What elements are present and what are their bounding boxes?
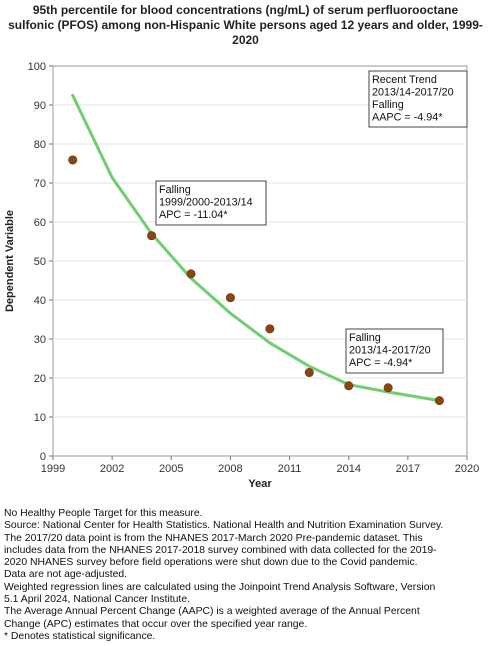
trend-line xyxy=(71,93,441,403)
footnote-line: Weighted regression lines are calculated… xyxy=(4,581,436,593)
data-point xyxy=(383,383,393,393)
x-tick-label: 2014 xyxy=(336,463,360,475)
data-point xyxy=(186,269,196,279)
y-tick-label: 30 xyxy=(34,334,46,346)
chart-title: 95th percentile for blood concentrations… xyxy=(0,3,491,48)
annotation-border xyxy=(155,180,267,226)
data-point xyxy=(304,368,314,378)
x-tick-label: 2011 xyxy=(278,463,302,475)
annotation-text: 2013/14-2017/20 xyxy=(372,87,454,99)
footnote-line: 2020 NHANES survey before field operatio… xyxy=(4,557,418,569)
x-tick-label: 2005 xyxy=(159,463,183,475)
footnotes: No Healthy People Target for this measur… xyxy=(4,508,488,643)
y-tick-label: 60 xyxy=(34,217,46,229)
y-tick-label: 90 xyxy=(34,100,46,112)
x-tick-label: 1999 xyxy=(41,463,65,475)
footnote-line: The Average Annual Percent Change (AAPC)… xyxy=(4,606,420,618)
data-point xyxy=(434,396,444,406)
annotation-text: 2013/14-2017/20 xyxy=(349,345,431,357)
footnote-line: No Healthy People Target for this measur… xyxy=(4,508,203,519)
annotation-text: Falling xyxy=(349,332,381,344)
axes: 0 10 20 30 40 50 60 70 80 90 100 1999 2002 2005 2008 20… xyxy=(28,61,480,475)
annotation-text: APC = -11.04* xyxy=(159,209,228,221)
x-tick-label: 2020 xyxy=(455,463,479,475)
data-point xyxy=(68,155,78,165)
annotation-text: AAPC = -4.94* xyxy=(372,112,443,124)
footnote-line: The 2017/20 data point is from the NHANE… xyxy=(4,532,423,544)
footnote-line: Data are not age-adjusted. xyxy=(4,569,128,581)
x-tick-label: 2008 xyxy=(218,463,242,475)
footnote-line: includes data from the NHANES 2017-2018 … xyxy=(4,544,437,556)
y-tick-label: 10 xyxy=(34,412,46,424)
data-point xyxy=(147,231,157,241)
footnote-line: Source: National Center for Health Stati… xyxy=(4,520,444,532)
data-point xyxy=(265,324,275,334)
y-tick-label: 70 xyxy=(34,178,46,190)
trend-lines xyxy=(71,93,441,403)
x-tick-label: 2002 xyxy=(100,463,124,475)
annotation-border xyxy=(368,70,468,128)
chart-title-line: sulfonic (PFOS) among non-Hispanic White… xyxy=(8,18,483,32)
footnote-line: 5.1 April 2024, National Cancer Institut… xyxy=(4,594,190,606)
y-tick-label: 100 xyxy=(28,61,46,73)
annotation-border xyxy=(345,328,444,374)
chart-title-line: 95th percentile for blood concentrations… xyxy=(32,3,459,17)
y-tick-label: 50 xyxy=(34,256,46,268)
data-point xyxy=(225,293,235,303)
x-axis-label: Year xyxy=(248,478,272,490)
annotation-text: 1999/2000-2013/14 xyxy=(159,197,253,209)
footnote-line: * Denotes statistical significance. xyxy=(4,630,156,642)
y-tick-label: 20 xyxy=(34,373,46,385)
y-tick-label: 0 xyxy=(40,451,46,463)
chart-title-line: 2020 xyxy=(232,33,259,47)
annotation-text: Falling xyxy=(372,99,404,111)
footnote-line: Change (APC) estimates that occur over t… xyxy=(4,618,308,630)
chart: 0 10 20 30 40 50 60 70 80 90 100 1999 2002 2005 2008 20… xyxy=(4,61,480,490)
annotation-text: APC = -4.94* xyxy=(349,357,413,369)
annotation-text: Falling xyxy=(159,184,191,196)
y-axis-label: Dependent Variable xyxy=(4,210,16,312)
data-point xyxy=(344,381,354,391)
annotation-text: Recent Trend xyxy=(372,74,437,86)
y-tick-label: 80 xyxy=(34,139,46,151)
data-points xyxy=(68,155,444,406)
x-tick-label: 2017 xyxy=(396,463,420,475)
y-tick-label: 40 xyxy=(34,295,46,307)
